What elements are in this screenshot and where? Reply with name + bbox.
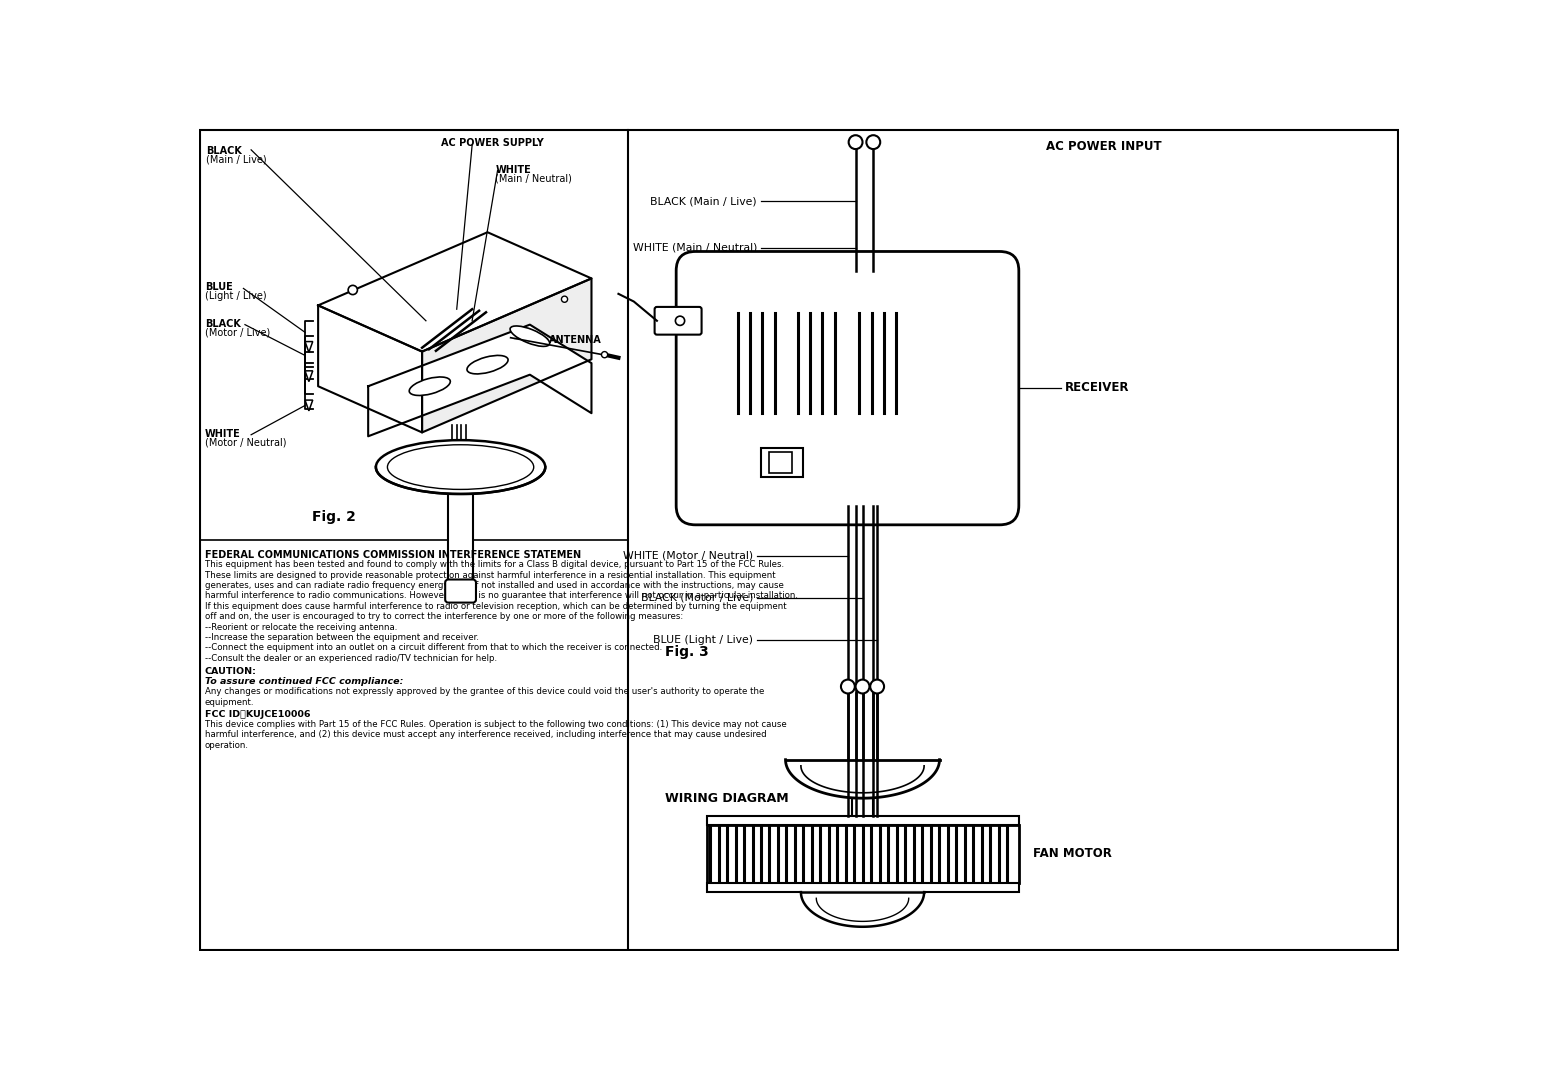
Text: --Reorient or relocate the receiving antenna.: --Reorient or relocate the receiving ant… [204, 622, 398, 632]
Bar [706, 883, 1020, 893]
Text: harmful interference to radio communications. However, there is no guarantee tha: harmful interference to radio communicat… [204, 591, 798, 601]
Text: This device complies with Part 15 of the FCC Rules. Operation is subject to the : This device complies with Part 15 of the… [204, 721, 787, 729]
Text: WIRING DIAGRAM: WIRING DIAGRAM [664, 792, 789, 805]
Circle shape [867, 135, 881, 149]
Text: (Motor / Live): (Motor / Live) [204, 328, 270, 338]
Text: WHITE: WHITE [496, 166, 532, 175]
Text: AC POWER INPUT: AC POWER INPUT [1046, 140, 1161, 153]
Text: Fig. 2: Fig. 2 [312, 510, 355, 524]
FancyBboxPatch shape [677, 251, 1020, 525]
Text: off and on, the user is encouraged to try to correct the interference by one or : off and on, the user is encouraged to tr… [204, 613, 683, 621]
Text: generates, uses and can radiate radio frequency energy and, if not installed and: generates, uses and can radiate radio fr… [204, 582, 784, 590]
Text: (Light / Live): (Light / Live) [204, 291, 267, 300]
Bar [449, 494, 472, 587]
Circle shape [848, 135, 862, 149]
Text: CAUTION:: CAUTION: [204, 666, 257, 676]
Text: To assure continued FCC compliance:: To assure continued FCC compliance: [204, 677, 404, 686]
Text: FEDERAL COMMUNICATIONS COMMISSION INTERFERENCE STATEMEN: FEDERAL COMMUNICATIONS COMMISSION INTERF… [204, 551, 582, 560]
Polygon shape [801, 893, 924, 927]
Text: WHITE (Motor / Neutral): WHITE (Motor / Neutral) [624, 551, 753, 560]
Circle shape [840, 680, 854, 694]
Text: WHITE (Main / Neutral): WHITE (Main / Neutral) [633, 243, 758, 252]
Ellipse shape [408, 377, 451, 396]
Text: BLACK (Motor / Live): BLACK (Motor / Live) [641, 593, 753, 603]
Polygon shape [318, 306, 422, 433]
Text: (Main / Neutral): (Main / Neutral) [496, 173, 572, 184]
Text: operation.: operation. [204, 741, 249, 749]
Text: BLACK: BLACK [206, 146, 242, 156]
Text: harmful interference, and (2) this device must accept any interference received,: harmful interference, and (2) this devic… [204, 730, 767, 740]
Text: RECEIVER: RECEIVER [1065, 382, 1130, 394]
Bar [706, 816, 1020, 825]
Circle shape [561, 296, 567, 303]
Polygon shape [318, 232, 591, 352]
Polygon shape [786, 760, 940, 799]
Text: BLACK (Main / Live): BLACK (Main / Live) [650, 197, 758, 206]
Text: If this equipment does cause harmful interference to radio or television recepti: If this equipment does cause harmful int… [204, 602, 787, 610]
Polygon shape [306, 342, 313, 353]
Text: --Increase the separation between the equipment and receiver.: --Increase the separation between the eq… [204, 633, 479, 642]
Text: ANTENNA: ANTENNA [549, 335, 602, 344]
Text: BLUE: BLUE [204, 282, 232, 292]
Bar [706, 825, 1020, 883]
Text: --Consult the dealer or an experienced radio/TV technician for help.: --Consult the dealer or an experienced r… [204, 654, 497, 663]
Text: This equipment has been tested and found to comply with the limits for a Class B: This equipment has been tested and found… [204, 560, 784, 570]
Circle shape [602, 352, 608, 358]
Text: FAN MOTOR: FAN MOTOR [1032, 847, 1112, 861]
Text: equipment.: equipment. [204, 698, 254, 707]
Text: BLUE (Light / Live): BLUE (Light / Live) [653, 635, 753, 646]
Circle shape [870, 680, 884, 694]
Bar [769, 452, 792, 474]
FancyBboxPatch shape [655, 307, 702, 335]
Polygon shape [368, 325, 591, 436]
Text: These limits are designed to provide reasonable protection against harmful inter: These limits are designed to provide rea… [204, 571, 775, 579]
Bar [761, 448, 803, 477]
Text: Fig. 3: Fig. 3 [664, 645, 708, 659]
Text: (Main / Live): (Main / Live) [206, 154, 267, 165]
Circle shape [675, 316, 684, 325]
Text: AC POWER SUPPLY: AC POWER SUPPLY [441, 138, 544, 148]
Text: BLACK: BLACK [204, 320, 240, 329]
Text: --Connect the equipment into an outlet on a circuit different from that to which: --Connect the equipment into an outlet o… [204, 644, 663, 652]
Circle shape [348, 285, 357, 295]
Polygon shape [306, 371, 313, 382]
Ellipse shape [376, 440, 546, 494]
Circle shape [856, 680, 870, 694]
Ellipse shape [468, 355, 508, 374]
FancyBboxPatch shape [446, 579, 475, 603]
Text: FCC ID：KUJCE10006: FCC ID：KUJCE10006 [204, 710, 310, 718]
Ellipse shape [510, 326, 550, 346]
Polygon shape [306, 400, 313, 410]
Bar [851, 799, 873, 825]
Ellipse shape [388, 445, 533, 490]
Text: Any changes or modifications not expressly approved by the grantee of this devic: Any changes or modifications not express… [204, 687, 764, 696]
Text: (Motor / Neutral): (Motor / Neutral) [204, 437, 287, 447]
Polygon shape [422, 278, 591, 433]
Text: WHITE: WHITE [204, 429, 240, 438]
